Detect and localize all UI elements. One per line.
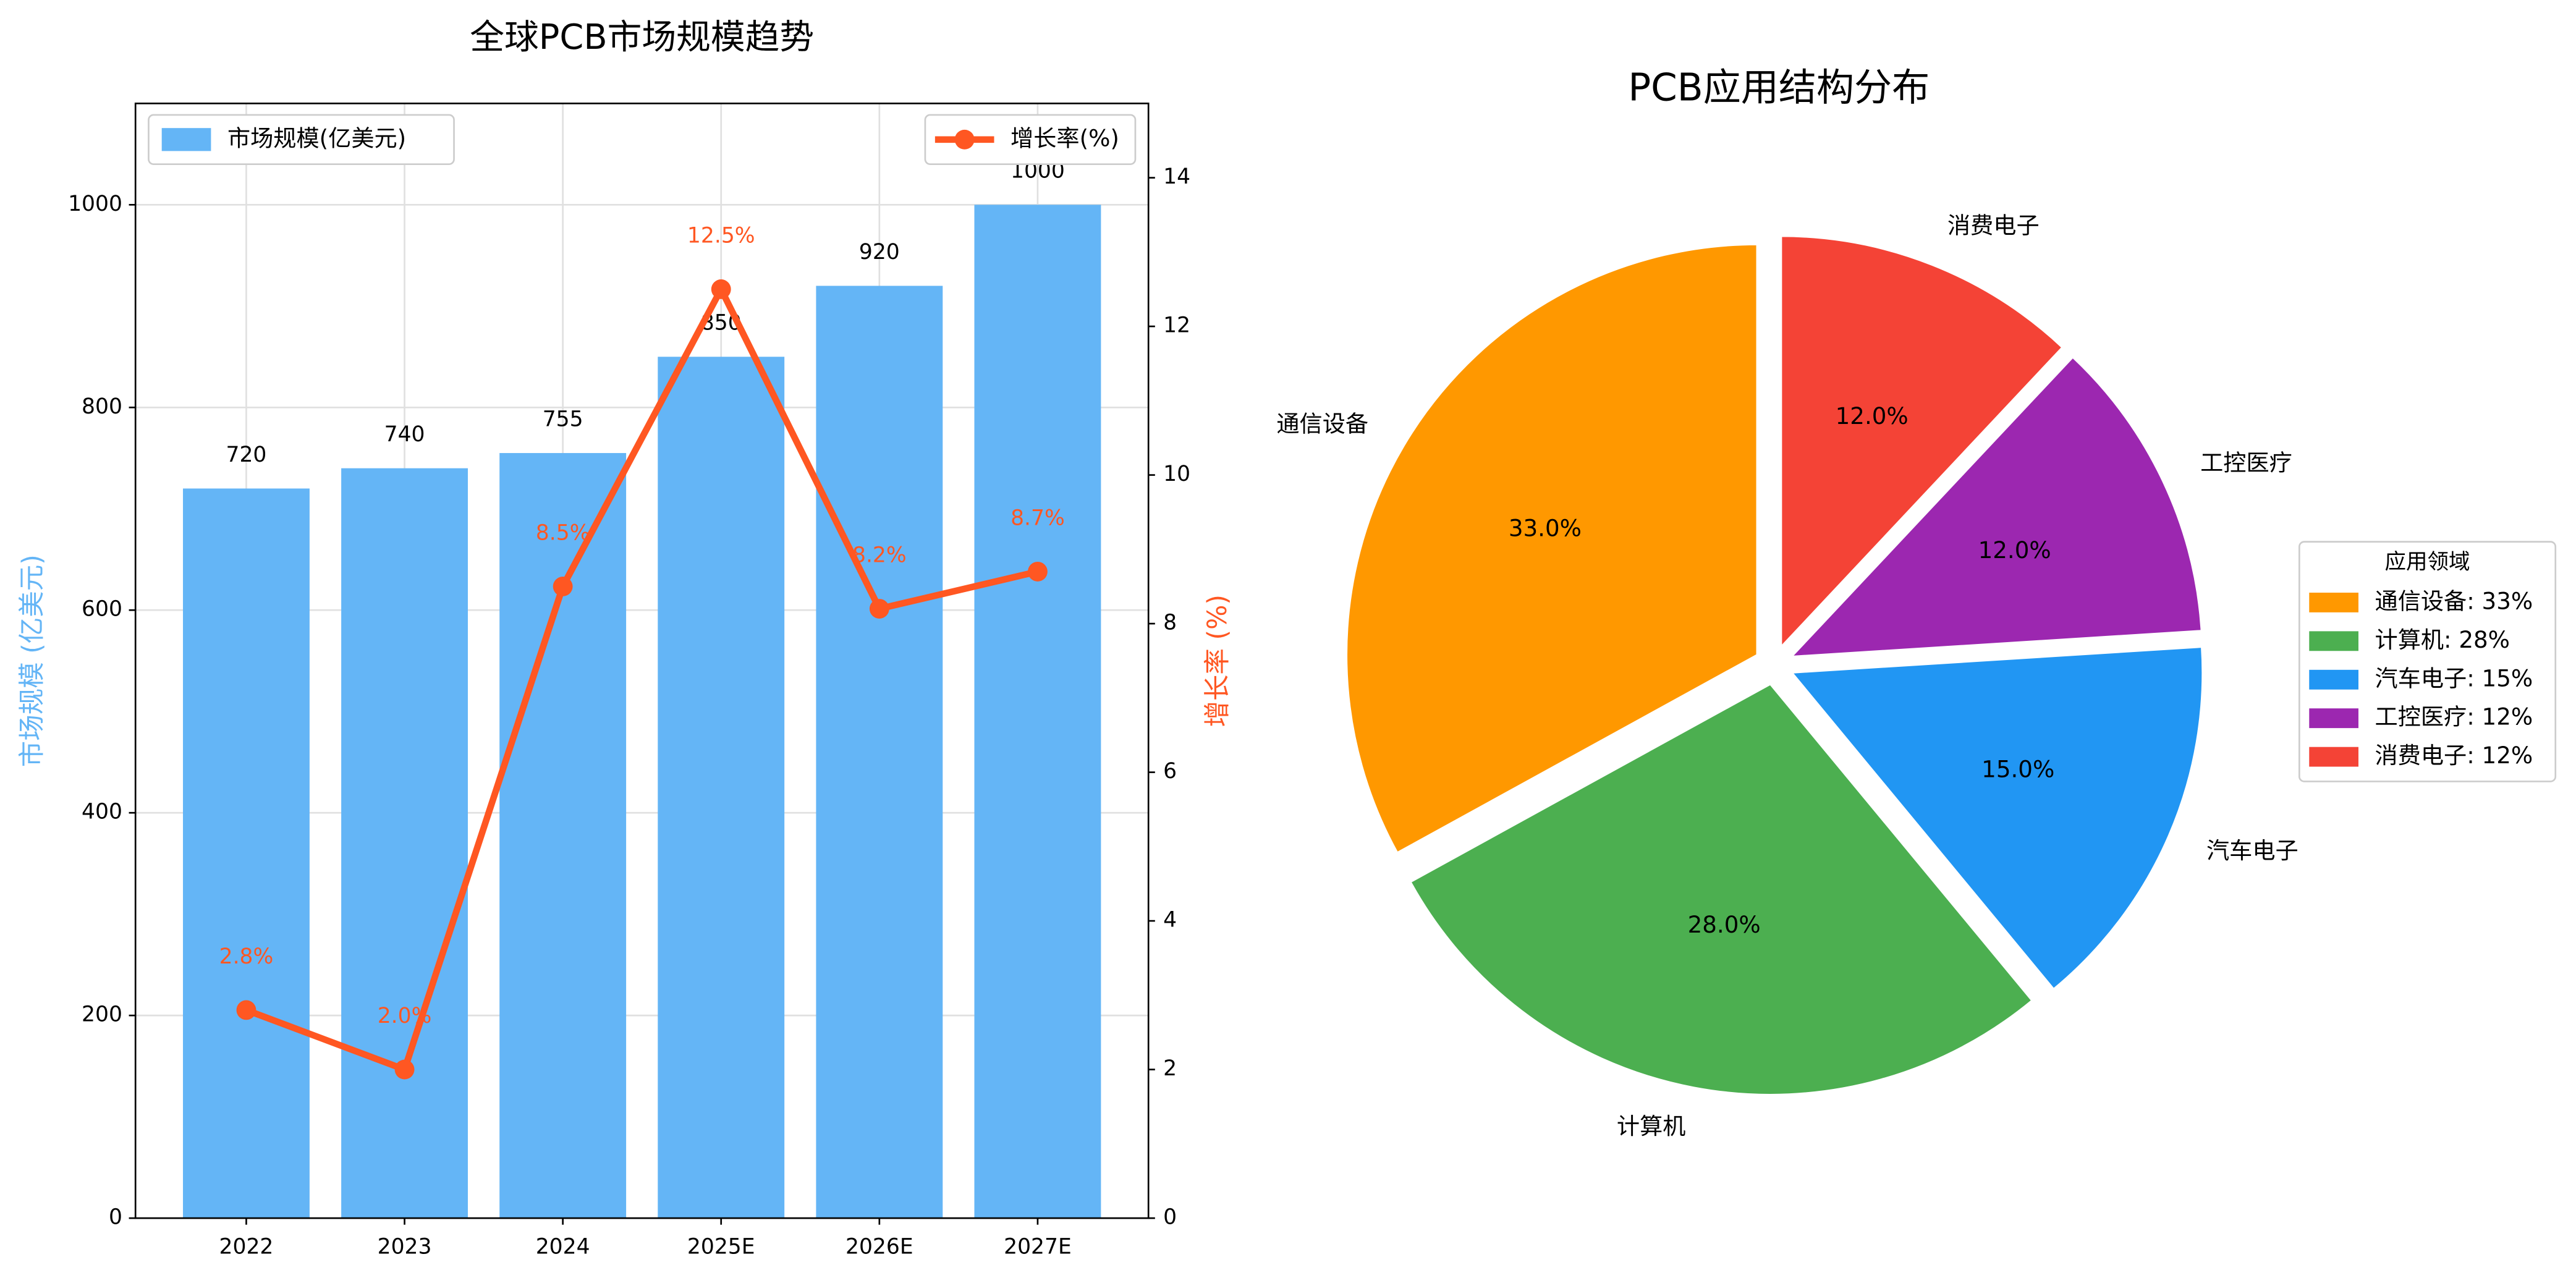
pie-slice xyxy=(1345,243,1758,854)
pie-category-label: 通信设备 xyxy=(1276,410,1368,437)
bar-value-label: 740 xyxy=(384,422,425,447)
pie-category-label: 消费电子 xyxy=(1947,211,2040,239)
growth-line xyxy=(245,282,1039,1074)
pie-category-label: 计算机 xyxy=(1617,1112,1686,1140)
legend-swatch xyxy=(2309,708,2358,729)
legend-label: 计算机: 28% xyxy=(2375,626,2510,653)
pie-category-label: 工控医疗 xyxy=(2200,449,2292,476)
bar-value-label: 920 xyxy=(859,240,900,265)
x-tick-label: 2026E xyxy=(845,1234,913,1259)
legend-box xyxy=(924,114,1137,165)
y-tick-label: 800 xyxy=(82,394,122,419)
growth-point xyxy=(711,279,731,299)
x-tick-label: 2022 xyxy=(219,1234,274,1259)
y2-tick-label: 10 xyxy=(1163,462,1190,486)
legend-label: 消费电子: 12% xyxy=(2375,742,2533,769)
growth-value-label: 8.5% xyxy=(536,520,590,545)
chart-title: 全球PCB市场规模趋势 xyxy=(470,17,814,57)
pie-percent-label: 33.0% xyxy=(1509,514,1582,541)
bar xyxy=(341,468,468,1219)
legend-swatch xyxy=(2309,592,2358,612)
y2-tick-label: 0 xyxy=(1163,1205,1177,1230)
growth-value-label: 8.2% xyxy=(852,543,907,568)
y-tick-label: 200 xyxy=(82,1002,122,1027)
bar-value-label: 755 xyxy=(543,407,583,431)
x-tick-label: 2024 xyxy=(536,1234,590,1259)
legend-swatch xyxy=(2309,631,2358,651)
y2-tick-label: 6 xyxy=(1163,759,1177,784)
legend-marker xyxy=(954,129,975,150)
pie-percent-label: 15.0% xyxy=(1981,755,2054,782)
legend-label: 增长率(%) xyxy=(1010,124,1119,151)
growth-point xyxy=(236,1000,256,1020)
y2-tick-label: 8 xyxy=(1163,611,1177,635)
bar xyxy=(816,286,943,1219)
growth-value-label: 12.5% xyxy=(687,223,755,248)
growth-value-label: 2.8% xyxy=(219,944,274,969)
legend-label: 工控医疗: 12% xyxy=(2375,703,2533,730)
growth-point xyxy=(553,577,573,596)
plot-frame xyxy=(134,103,1150,1219)
x-tick-label: 2023 xyxy=(378,1234,432,1259)
bar xyxy=(499,453,627,1219)
pie-category-label: 汽车电子 xyxy=(2206,837,2298,864)
pie-slice xyxy=(1409,683,2033,1096)
growth-point xyxy=(1028,561,1048,582)
y-axis-label: 市场规模 (亿美元) xyxy=(17,554,48,767)
growth-point xyxy=(394,1059,415,1080)
legend-swatch xyxy=(2309,747,2358,767)
y2-tick-label: 2 xyxy=(1163,1056,1177,1081)
bar xyxy=(658,357,785,1219)
y2-axis-label: 增长率 (%) xyxy=(1203,595,1233,727)
legend-swatch xyxy=(161,128,211,151)
pie-slice xyxy=(1789,356,2203,658)
bar xyxy=(183,488,310,1219)
y-tick-label: 1000 xyxy=(68,192,122,216)
y2-tick-label: 14 xyxy=(1163,164,1190,189)
bar xyxy=(974,205,1101,1219)
pie-slice xyxy=(1790,646,2203,991)
y2-tick-label: 4 xyxy=(1163,908,1177,933)
pie-slice xyxy=(1780,235,2064,649)
legend-swatch xyxy=(2309,669,2358,690)
y-tick-label: 600 xyxy=(82,597,122,622)
x-tick-label: 2025E xyxy=(687,1234,755,1259)
growth-point xyxy=(869,599,889,619)
growth-value-label: 2.0% xyxy=(378,1004,432,1028)
legend-box xyxy=(148,114,455,165)
y-tick-label: 400 xyxy=(82,800,122,824)
growth-value-label: 8.7% xyxy=(1010,506,1065,530)
bar-value-label: 720 xyxy=(226,442,267,467)
pie-percent-label: 12.0% xyxy=(1836,402,1909,430)
y2-tick-label: 12 xyxy=(1163,313,1190,338)
legend-label: 汽车电子: 15% xyxy=(2375,664,2533,692)
pie-percent-label: 28.0% xyxy=(1688,911,1761,938)
legend-label: 市场规模(亿美元) xyxy=(227,124,406,151)
legend-label: 通信设备: 33% xyxy=(2375,587,2533,614)
y-tick-label: 0 xyxy=(109,1205,122,1230)
legend-box xyxy=(2298,541,2557,782)
x-tick-label: 2027E xyxy=(1004,1234,1072,1259)
pie-percent-label: 12.0% xyxy=(1978,536,2051,564)
chart-title: PCB应用结构分布 xyxy=(1628,66,1930,110)
legend-title: 应用领域 xyxy=(2385,550,2470,575)
